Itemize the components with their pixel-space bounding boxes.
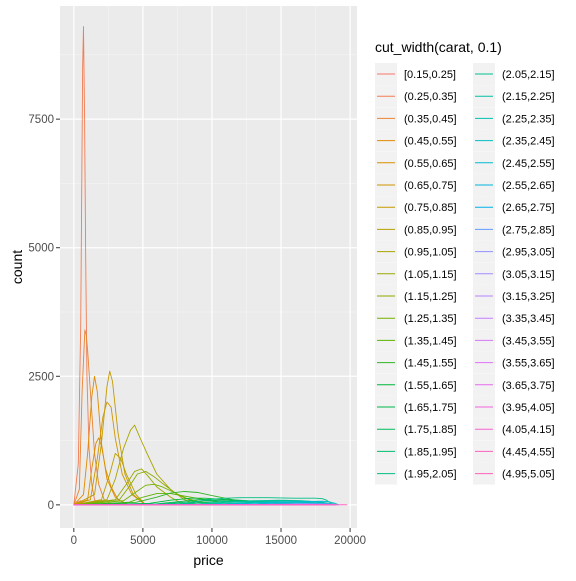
legend-label: (1.55,1.65] — [404, 380, 457, 392]
legend-label: (0.55,0.65] — [404, 158, 457, 170]
legend-label: (4.05,4.15] — [502, 424, 555, 436]
legend-label: (1.85,1.95] — [404, 446, 457, 458]
legend-label: (1.35,1.45] — [404, 335, 457, 347]
y-tick-label: 7500 — [28, 114, 54, 126]
legend-label: (4.95,5.05] — [502, 469, 555, 481]
legend-label: (3.35,3.45] — [502, 313, 555, 325]
legend-label: (2.45,2.55] — [502, 158, 555, 170]
y-axis-label: count — [9, 250, 25, 284]
legend-label: (0.25,0.35] — [404, 91, 457, 103]
legend-label: (0.45,0.55] — [404, 136, 457, 148]
legend-label: (1.45,1.55] — [404, 358, 457, 370]
y-tick-label: 5000 — [28, 243, 54, 255]
legend-label: (1.25,1.35] — [404, 313, 457, 325]
legend-label: (3.45,3.55] — [502, 335, 555, 347]
legend-label: (3.65,3.75] — [502, 380, 555, 392]
x-tick-label: 20000 — [334, 535, 366, 547]
legend-label: (1.95,2.05] — [404, 469, 457, 481]
x-axis-label: price — [193, 552, 224, 568]
legend-label: (2.65,2.75] — [502, 202, 555, 214]
legend-label: (0.65,0.75] — [404, 180, 457, 192]
legend-label: (2.55,2.65] — [502, 180, 555, 192]
legend-label: (3.55,3.65] — [502, 358, 555, 370]
y-tick-label: 0 — [48, 500, 54, 512]
x-tick-label: 5000 — [130, 535, 156, 547]
plot-panel — [60, 6, 357, 528]
legend-label: (2.75,2.85] — [502, 224, 555, 236]
legend-label: [0.15,0.25] — [404, 69, 456, 81]
legend-label: (1.75,1.85] — [404, 424, 457, 436]
legend-label: (0.95,1.05] — [404, 247, 457, 259]
legend-label: (3.95,4.05] — [502, 402, 555, 414]
legend-label: (4.45,4.55] — [502, 446, 555, 458]
legend-title: cut_width(carat, 0.1) — [375, 39, 502, 55]
legend-label: (2.15,2.25] — [502, 91, 555, 103]
legend-label: (0.85,0.95] — [404, 224, 457, 236]
legend-label: (2.35,2.45] — [502, 136, 555, 148]
legend-label: (3.15,3.25] — [502, 291, 555, 303]
legend-label: (2.95,3.05] — [502, 247, 555, 259]
legend-label: (1.05,1.15] — [404, 269, 457, 281]
x-tick-label: 15000 — [265, 535, 297, 547]
legend-label: (2.25,2.35] — [502, 113, 555, 125]
legend-label: (2.05,2.15] — [502, 69, 555, 81]
legend-label: (1.65,1.75] — [404, 402, 457, 414]
legend-label: (0.75,0.85] — [404, 202, 457, 214]
legend-label: (3.05,3.15] — [502, 269, 555, 281]
legend-label: (1.15,1.25] — [404, 291, 457, 303]
x-tick-label: 10000 — [196, 535, 228, 547]
y-tick-label: 2500 — [28, 371, 54, 383]
legend-label: (0.35,0.45] — [404, 113, 457, 125]
x-tick-label: 0 — [71, 535, 77, 547]
